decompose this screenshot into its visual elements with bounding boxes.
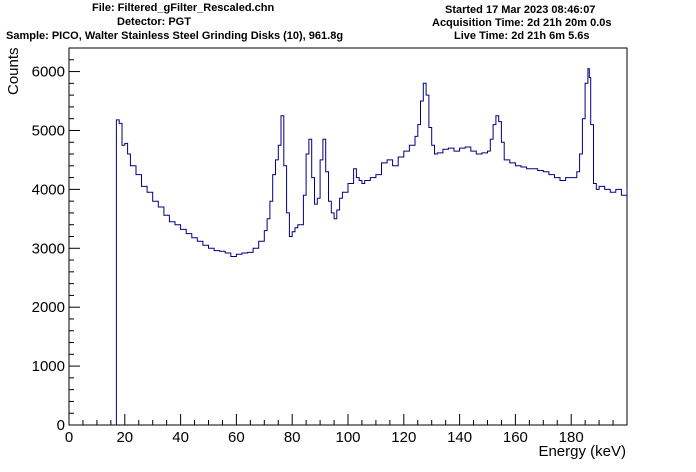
series-line: [115, 68, 628, 426]
live-time-label: Live Time: 2d 21h 6m 5.6s: [454, 30, 590, 42]
y-tick-label: 1000: [32, 358, 65, 375]
y-tick-label: 6000: [32, 64, 65, 81]
started-label: Started 17 Mar 2023 08:46:07: [445, 4, 596, 16]
acquisition-time-label: Acquisition Time: 2d 21h 20m 0.0s: [432, 17, 612, 29]
chart-axes: [68, 47, 628, 426]
x-tick-label: 100: [335, 429, 360, 446]
x-axis-label: Energy (keV): [538, 443, 626, 460]
plot-frame: [68, 47, 628, 426]
x-tick-label: 180: [559, 429, 584, 446]
x-tick-label: 0: [65, 429, 73, 446]
x-tick-label: 120: [391, 429, 416, 446]
x-tick-label: 80: [284, 429, 301, 446]
x-tick-label: 140: [447, 429, 472, 446]
y-tick-label: 5000: [32, 122, 65, 139]
y-tick-label: 3000: [32, 240, 65, 257]
x-tick-label: 60: [228, 429, 245, 446]
chart-tick-labels: 0 20 40 60 80 100 120 140 160 180 0 1000 2000 3000 400…: [32, 64, 584, 446]
x-tick-label: 160: [503, 429, 528, 446]
y-tick-label: 2000: [32, 299, 65, 316]
y-tick-label: 0: [57, 417, 65, 434]
chart-ticks: [68, 47, 628, 426]
file-label: File: Filtered_gFilter_Rescaled.chn: [92, 2, 275, 14]
detector-label: Detector: PGT: [117, 16, 191, 28]
x-tick-label: 40: [172, 429, 189, 446]
y-axis-label: Counts: [5, 47, 22, 95]
sample-label: Sample: PICO, Walter Stainless Steel Gri…: [6, 30, 344, 42]
y-tick-label: 4000: [32, 181, 65, 198]
x-tick-label: 20: [116, 429, 133, 446]
